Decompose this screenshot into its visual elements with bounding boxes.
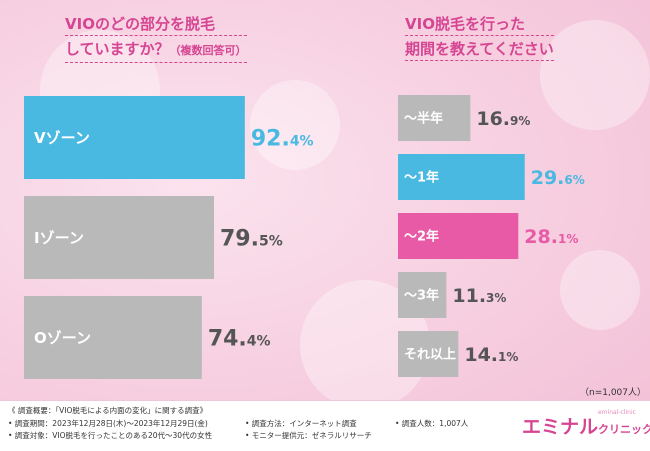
value-main-1-4: 14. bbox=[464, 344, 498, 366]
footer-heading: 《 調査概要：「VIO脱毛による内面の変化」に関する調査》 bbox=[8, 406, 208, 415]
footer-method: • 調査方法：インターネット調査 bbox=[245, 419, 357, 428]
value-label-0-0: 92.4% bbox=[251, 126, 314, 151]
bar-0-0 bbox=[24, 96, 245, 179]
footer-target: • 調査対象：VIO脱毛を行ったことのある20代〜30代の女性 bbox=[8, 431, 213, 440]
chart-title-left: VIOのどの部分を脱毛 していますか？（複数回答可） bbox=[65, 14, 247, 66]
value-main-1-2: 28. bbox=[524, 226, 558, 248]
bar-label-1-4: それ以上 bbox=[404, 348, 456, 363]
bar-1-4 bbox=[398, 331, 459, 377]
value-label-1-3: 11.3% bbox=[452, 285, 506, 307]
value-small-0-0: 4% bbox=[290, 133, 314, 149]
value-small-1-3: 3% bbox=[486, 291, 506, 305]
bar-1-0 bbox=[398, 95, 471, 141]
value-main-0-0: 92. bbox=[251, 126, 290, 151]
logo-sub: クリニック bbox=[598, 423, 650, 436]
value-label-0-2: 74.4% bbox=[208, 326, 271, 351]
bar-label-0-1: Iゾーン bbox=[34, 229, 84, 247]
footer-count: • 調査人数：1,007人 bbox=[395, 419, 469, 428]
value-label-1-2: 28.1% bbox=[524, 226, 578, 248]
value-label-1-4: 14.1% bbox=[464, 344, 518, 366]
bokeh-decoration bbox=[540, 20, 650, 130]
bar-1-1 bbox=[398, 154, 525, 200]
logo-tagline: eminal-clinic bbox=[598, 409, 636, 416]
bar-1-2 bbox=[398, 213, 519, 259]
value-main-0-2: 74. bbox=[208, 326, 247, 351]
chart-title-right-line1: VIO脱毛を行った bbox=[405, 14, 554, 36]
value-main-1-3: 11. bbox=[452, 285, 486, 307]
clinic-logo: エミナルクリニック bbox=[522, 412, 650, 439]
chart-title-right-line2: 期間を教えてください bbox=[405, 39, 554, 61]
footer-provider: • モニター提供元：ゼネラルリサーチ bbox=[245, 431, 372, 440]
value-small-1-2: 1% bbox=[558, 232, 578, 246]
chart-title-left-suffix: （複数回答可） bbox=[169, 44, 247, 57]
charts-canvas: Vゾーン 92.4%Iゾーン 79.5%Oゾーン 74.4%〜半年 16.9%〜1年 29… bbox=[24, 95, 585, 379]
value-label-1-0: 16.9% bbox=[476, 108, 530, 130]
chart-title-right: VIO脱毛を行った 期間を教えてください bbox=[405, 14, 554, 64]
chart-title-left-line1: VIOのどの部分を脱毛 bbox=[65, 14, 247, 36]
bar-label-1-1: 〜1年 bbox=[404, 170, 439, 186]
value-small-0-1: 5% bbox=[259, 233, 283, 249]
bar-label-1-3: 〜3年 bbox=[404, 288, 439, 304]
bokeh-decoration bbox=[250, 80, 340, 170]
bar-1-3 bbox=[398, 272, 447, 318]
value-label-1-1: 29.6% bbox=[531, 167, 585, 189]
footer-period: • 調査期間：2023年12月28日(木)〜2023年12月29日(金) bbox=[8, 419, 208, 428]
value-main-1-1: 29. bbox=[531, 167, 565, 189]
bar-0-2 bbox=[24, 296, 202, 379]
bar-label-0-2: Oゾーン bbox=[34, 329, 91, 347]
bar-0-1 bbox=[24, 196, 215, 279]
value-main-1-0: 16. bbox=[476, 108, 510, 130]
value-main-0-1: 79. bbox=[220, 226, 259, 251]
bar-label-1-0: 〜半年 bbox=[404, 111, 443, 127]
bar-label-0-0: Vゾーン bbox=[34, 129, 90, 147]
bokeh-decoration bbox=[560, 250, 640, 330]
bar-label-1-2: 〜2年 bbox=[404, 229, 439, 245]
sample-size-note: （n=1,007人） bbox=[580, 388, 647, 398]
survey-footer bbox=[0, 400, 650, 451]
chart-title-left-line2-text: していますか？ bbox=[65, 40, 170, 58]
value-small-1-1: 6% bbox=[564, 173, 584, 187]
chart-title-left-line2: していますか？（複数回答可） bbox=[65, 39, 247, 63]
value-small-1-4: 1% bbox=[498, 350, 518, 364]
value-small-0-2: 4% bbox=[247, 333, 271, 349]
logo-main: エミナル bbox=[522, 416, 599, 438]
value-label-0-1: 79.5% bbox=[220, 226, 283, 251]
value-small-1-0: 9% bbox=[510, 114, 530, 128]
